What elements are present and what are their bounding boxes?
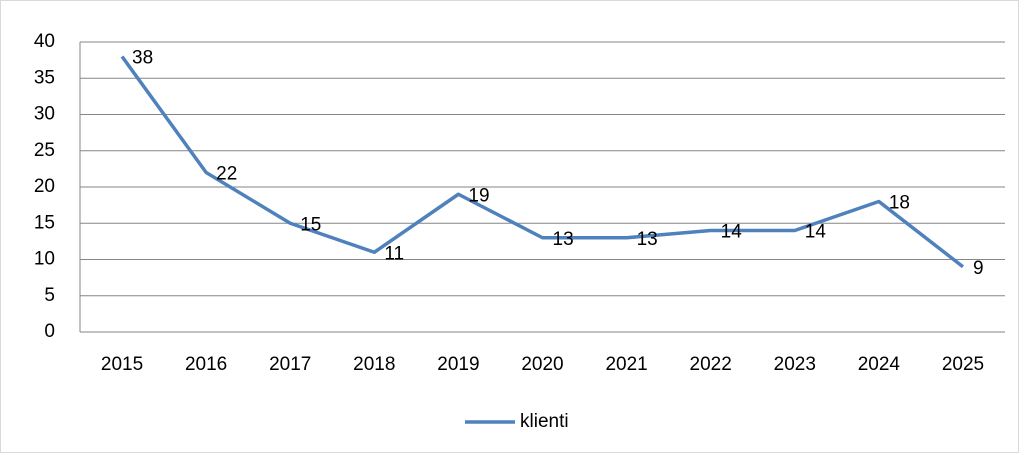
x-tick-label: 2016 — [185, 354, 227, 375]
data-label: 14 — [805, 222, 827, 243]
data-label: 13 — [637, 229, 658, 250]
y-tick-label: 30 — [34, 104, 55, 125]
data-label: 11 — [384, 243, 404, 264]
y-tick-label: 35 — [34, 67, 55, 88]
x-tick-label: 2025 — [942, 354, 984, 375]
x-tick-label: 2022 — [690, 354, 732, 375]
x-tick-label: 2015 — [101, 354, 143, 375]
y-tick-label: 10 — [34, 249, 55, 270]
data-label: 18 — [889, 193, 910, 214]
data-label: 22 — [216, 164, 237, 185]
legend-label: klienti — [520, 411, 569, 432]
x-tick-label: 2023 — [774, 354, 816, 375]
data-label: 38 — [132, 48, 153, 69]
x-tick-label: 2019 — [437, 354, 479, 375]
data-label: 19 — [468, 185, 489, 206]
x-tick-label: 2017 — [269, 354, 311, 375]
y-tick-label: 20 — [34, 176, 55, 197]
data-label: 15 — [300, 214, 321, 235]
data-label: 14 — [721, 222, 743, 243]
y-tick-label: 25 — [34, 140, 55, 161]
data-label: 13 — [553, 229, 574, 250]
y-tick-label: 40 — [34, 31, 55, 52]
y-tick-label: 0 — [44, 321, 55, 342]
y-tick-label: 15 — [34, 212, 55, 233]
x-tick-label: 2021 — [605, 354, 647, 375]
x-tick-label: 2024 — [858, 354, 901, 375]
x-tick-label: 2020 — [521, 354, 563, 375]
y-tick-label: 5 — [44, 285, 55, 306]
data-label: 9 — [973, 258, 984, 279]
line-series — [120, 55, 965, 269]
x-tick-label: 2018 — [353, 354, 395, 375]
